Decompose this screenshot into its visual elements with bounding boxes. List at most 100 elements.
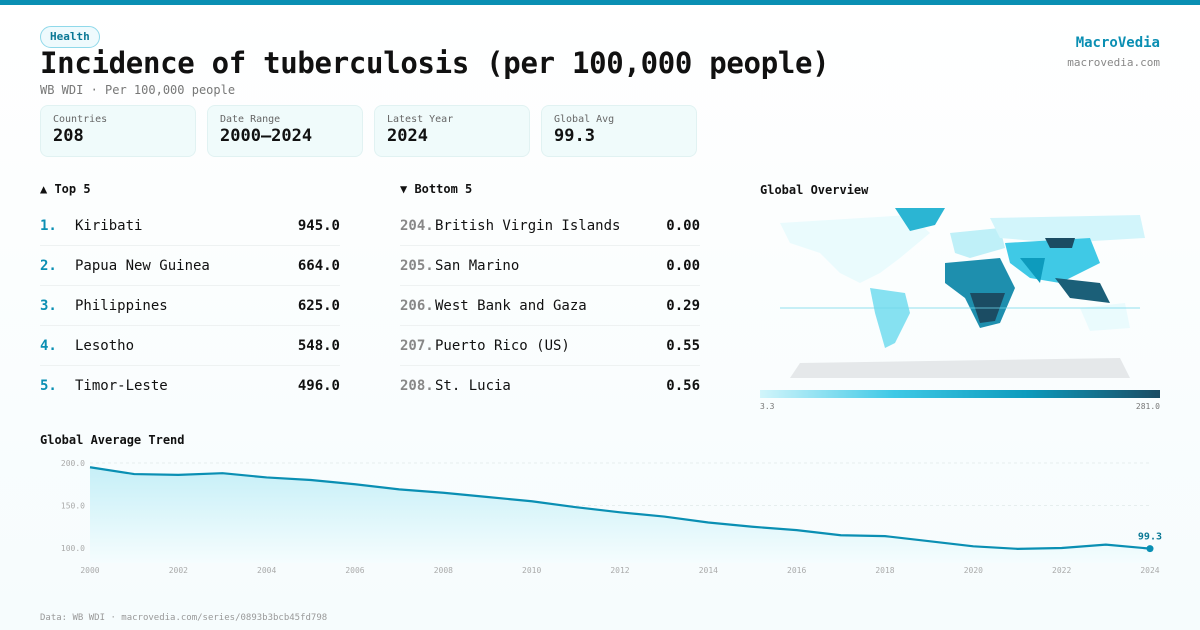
x-tick-label: 2012	[610, 566, 629, 575]
legend-max: 281.0	[1135, 402, 1160, 411]
country-value: 0.00	[666, 257, 700, 274]
map-se-asia	[1055, 278, 1110, 303]
list-item[interactable]: 2. Papua New Guinea 664.0	[40, 246, 340, 286]
country-name: Philippines	[75, 297, 168, 314]
stat-global-avg: Global Avg 99.3	[541, 105, 697, 157]
stats-row: Countries 208 Date Range 2000–2024 Latest …	[40, 105, 697, 157]
rank: 1.	[40, 217, 57, 234]
country-value: 0.00	[666, 217, 700, 234]
category-tag[interactable]: Health	[40, 26, 100, 48]
country-value: 496.0	[297, 378, 340, 394]
y-tick-label: 150.0	[61, 502, 85, 511]
map-north-america	[780, 215, 930, 283]
map-mongolia	[1045, 238, 1075, 248]
country-value: 0.56	[666, 378, 700, 394]
stat-latest-year: Latest Year 2024	[374, 105, 530, 157]
map-color-legend	[760, 390, 1160, 398]
rank: 204.	[400, 217, 434, 234]
x-tick-label: 2022	[1052, 566, 1071, 575]
country-value: 0.29	[666, 297, 700, 314]
list-item[interactable]: 205. San Marino 0.00	[400, 246, 700, 286]
brand-logo[interactable]: MacroVedia	[1075, 35, 1160, 51]
last-value-label: 99.3	[1138, 532, 1162, 543]
y-tick-label: 200.0	[61, 459, 85, 468]
stat-label: Countries	[53, 114, 108, 125]
country-value: 945.0	[297, 217, 340, 234]
list-item[interactable]: 1. Kiribati 945.0	[40, 206, 340, 246]
stat-date-range: Date Range 2000–2024	[207, 105, 363, 157]
stat-value: 2000–2024	[220, 126, 313, 146]
bottom-5-list: ▼ Bottom 5 204. British Virgin Islands 0.00…	[400, 182, 700, 406]
x-tick-label: 2000	[80, 566, 99, 575]
map-europe	[950, 228, 1005, 258]
last-point-marker	[1146, 545, 1154, 553]
rank: 4.	[40, 337, 57, 354]
rank: 5.	[40, 378, 57, 394]
stat-label: Latest Year	[387, 114, 454, 125]
country-name: West Bank and Gaza	[435, 297, 587, 314]
world-choropleth-map[interactable]	[760, 203, 1160, 383]
x-tick-label: 2018	[875, 566, 894, 575]
map-asia	[1005, 238, 1100, 283]
country-value: 664.0	[297, 257, 340, 274]
map-australia	[1080, 303, 1130, 331]
map-russia	[990, 215, 1145, 243]
list-item[interactable]: 5. Timor-Leste 496.0	[40, 366, 340, 406]
rank: 3.	[40, 297, 57, 314]
country-name: Kiribati	[75, 217, 143, 234]
list-item[interactable]: 204. British Virgin Islands 0.00	[400, 206, 700, 246]
x-tick-label: 2014	[699, 566, 718, 575]
stat-value: 99.3	[554, 126, 595, 146]
list-item[interactable]: 3. Philippines 625.0	[40, 286, 340, 326]
stat-countries: Countries 208	[40, 105, 196, 157]
brand-url[interactable]: macrovedia.com	[1067, 56, 1160, 69]
map-south-asia	[1020, 258, 1045, 283]
rank: 206.	[400, 297, 434, 314]
country-name: San Marino	[435, 257, 520, 274]
country-name: Papua New Guinea	[75, 257, 210, 274]
x-tick-label: 2024	[1140, 566, 1159, 575]
x-tick-label: 2020	[964, 566, 983, 575]
map-south-america	[870, 288, 910, 348]
trend-chart[interactable]: 100.0 150.0 200.0 2000 2002 2004 2006 2008 2010 2…	[40, 450, 1180, 580]
trend-title: Global Average Trend	[40, 433, 185, 447]
country-name: Timor-Leste	[75, 378, 168, 394]
bottom-5-title: ▼ Bottom 5	[400, 182, 473, 196]
country-value: 0.55	[666, 337, 700, 354]
rank: 208.	[400, 378, 434, 394]
map-antarctica	[790, 358, 1130, 378]
stat-label: Global Avg	[554, 114, 615, 125]
map-greenland	[895, 208, 945, 231]
legend-min: 3.3	[760, 402, 775, 411]
x-tick-label: 2004	[257, 566, 276, 575]
x-tick-label: 2006	[345, 566, 364, 575]
x-tick-label: 2008	[434, 566, 453, 575]
country-name: Puerto Rico (US)	[435, 337, 570, 354]
list-item[interactable]: 207. Puerto Rico (US) 0.55	[400, 326, 700, 366]
footer-source: Data: WB WDI · macrovedia.com/series/089…	[40, 613, 328, 623]
list-item[interactable]: 4. Lesotho 548.0	[40, 326, 340, 366]
list-item[interactable]: 206. West Bank and Gaza 0.29	[400, 286, 700, 326]
stat-value: 208	[53, 126, 84, 146]
stat-value: 2024	[387, 126, 428, 146]
stat-label: Date Range	[220, 114, 281, 125]
y-tick-label: 100.0	[61, 544, 85, 553]
map-title: Global Overview	[760, 183, 869, 197]
top-5-title: ▲ Top 5	[40, 182, 91, 196]
rank: 207.	[400, 337, 434, 354]
list-item[interactable]: 208. St. Lucia 0.56	[400, 366, 700, 406]
top-5-list: ▲ Top 5 1. Kiribati 945.0 2. Papua New Guinea…	[40, 182, 340, 406]
rank: 205.	[400, 257, 434, 274]
page-title: Incidence of tuberculosis (per 100,000 p…	[40, 46, 830, 80]
trend-line	[89, 466, 1151, 550]
page-subtitle: WB WDI · Per 100,000 people	[40, 83, 236, 97]
x-tick-label: 2002	[169, 566, 188, 575]
top-accent-bar	[0, 0, 1200, 5]
rank: 2.	[40, 257, 57, 274]
country-value: 625.0	[297, 297, 340, 314]
country-name: St. Lucia	[435, 378, 511, 394]
x-tick-label: 2016	[787, 566, 806, 575]
x-tick-label: 2010	[522, 566, 541, 575]
country-name: Lesotho	[75, 337, 135, 354]
country-name: British Virgin Islands	[435, 217, 621, 234]
